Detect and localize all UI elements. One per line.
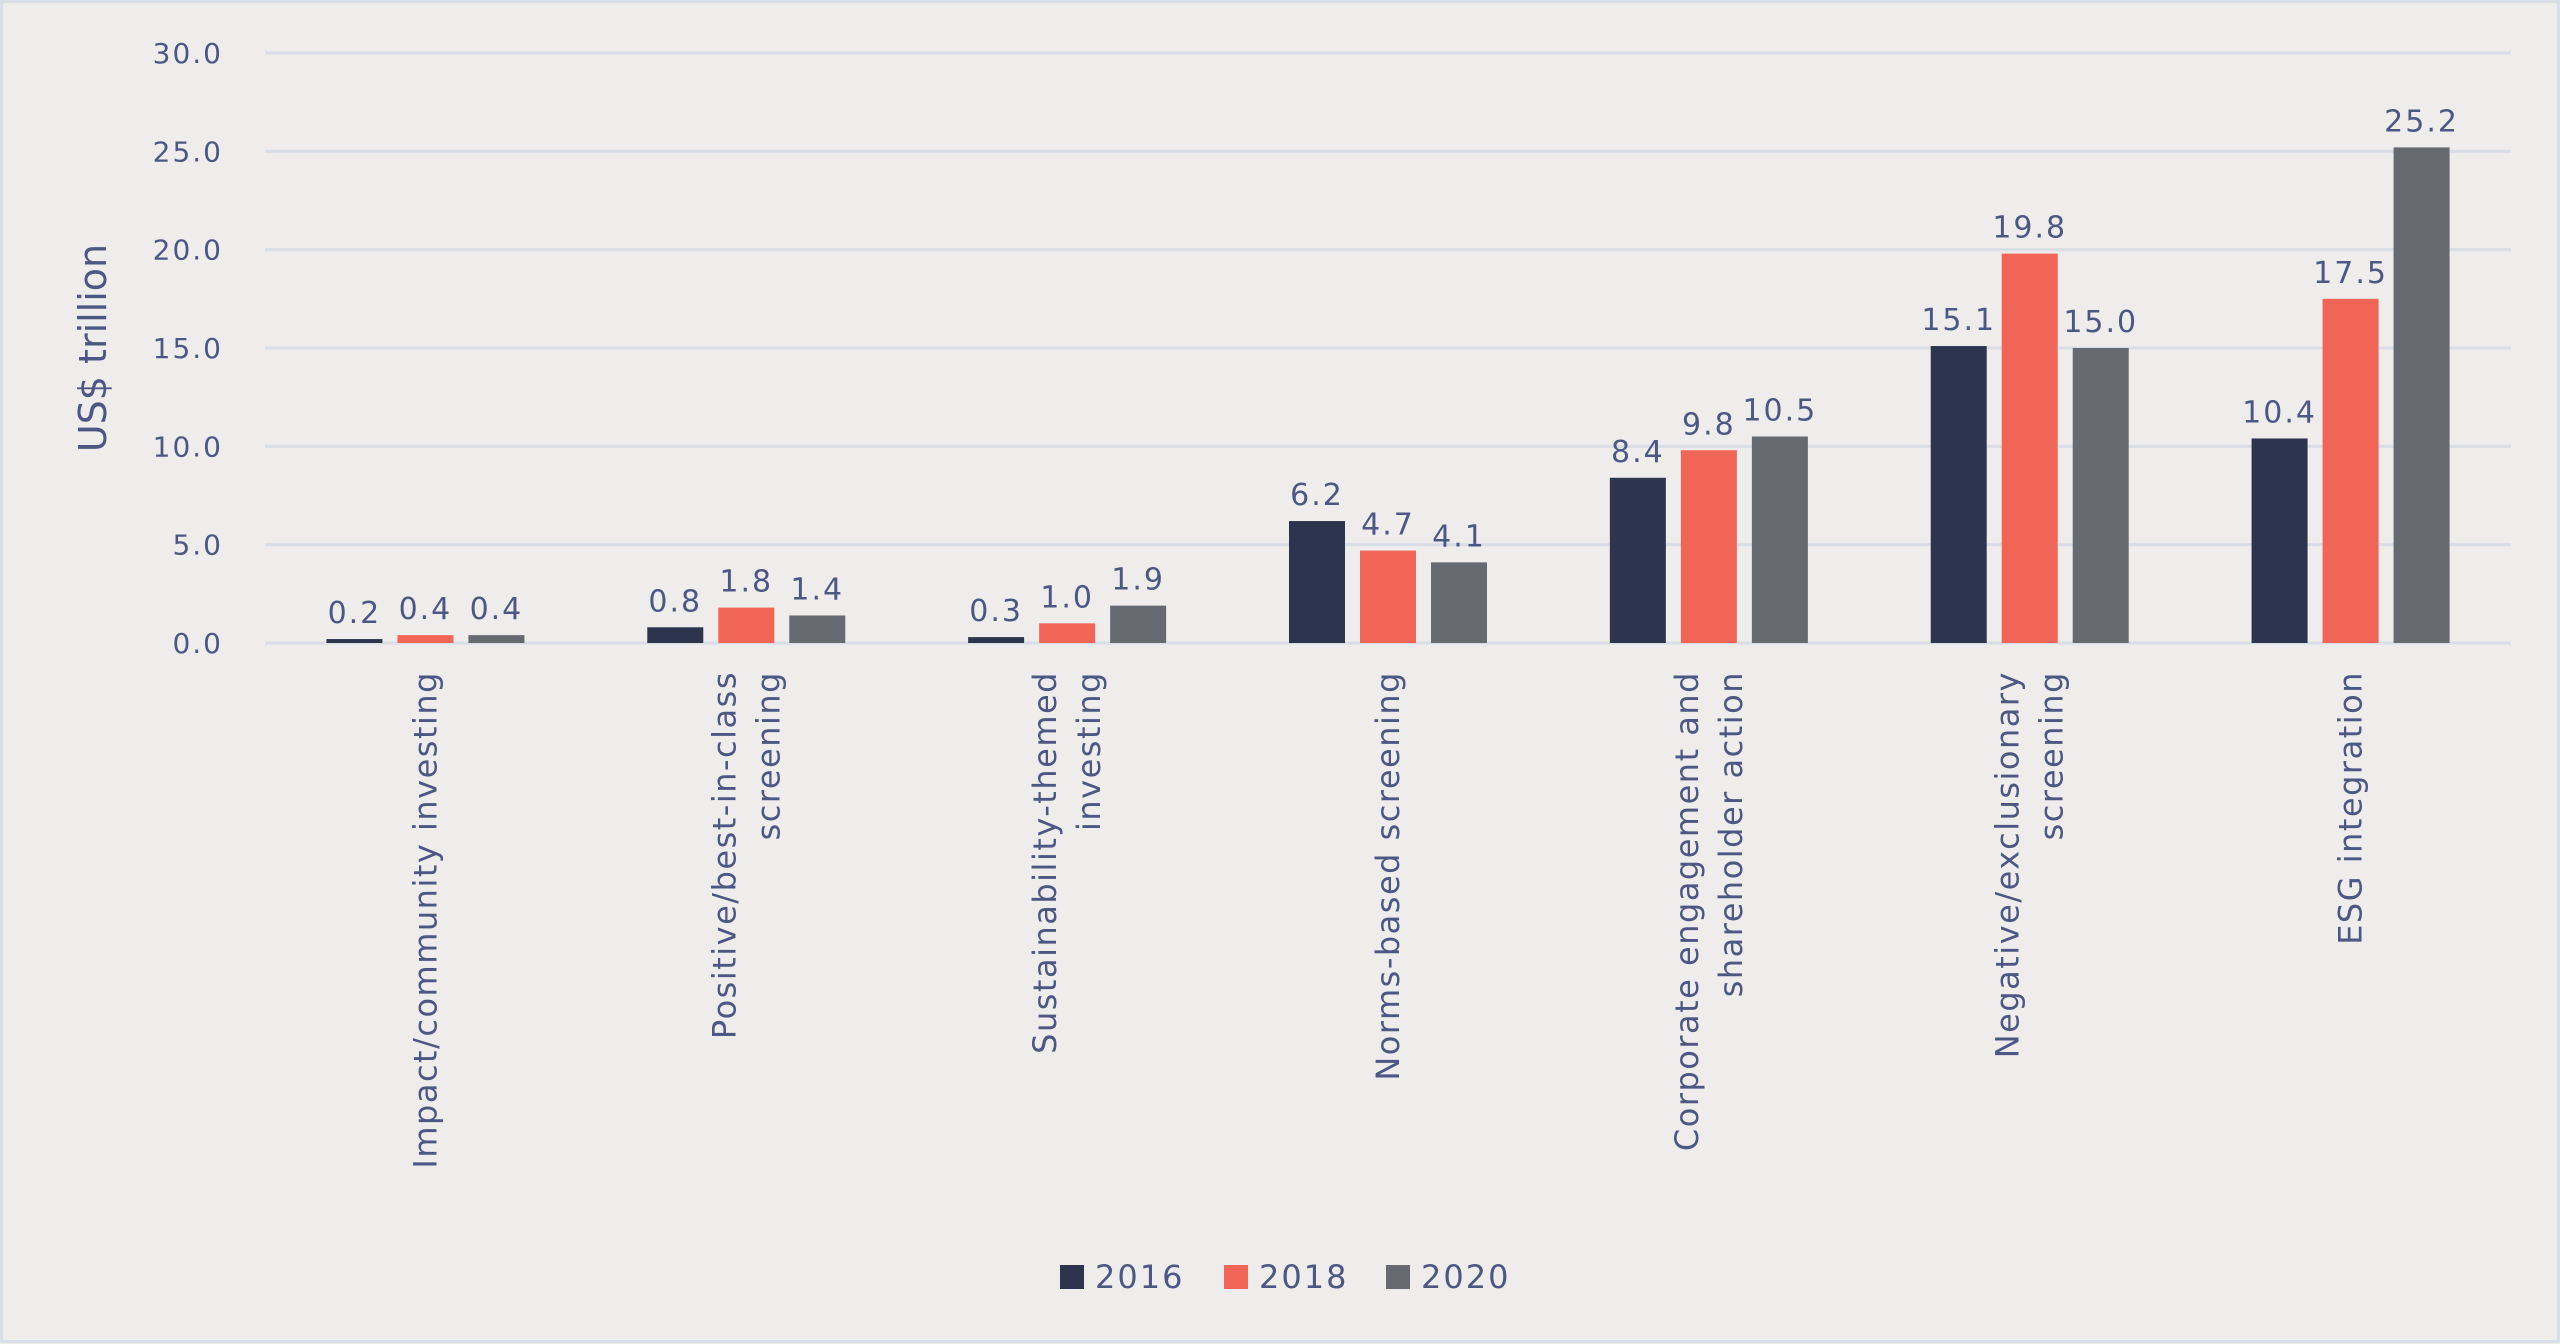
legend-swatch (1386, 1265, 1410, 1289)
y-tick-label: 15.0 (153, 332, 223, 365)
data-label: 15.0 (2063, 305, 2138, 340)
data-label: 19.8 (1992, 211, 2067, 246)
bar (1360, 550, 1416, 643)
data-label: 8.4 (1611, 435, 1665, 470)
bar (1110, 605, 1167, 643)
x-category-line: Norms-based screening (1369, 671, 1407, 1081)
bar (1609, 477, 1666, 643)
data-label: 1.9 (1111, 563, 1165, 598)
bar (789, 615, 846, 643)
data-label: 10.5 (1742, 394, 1817, 429)
legend-label: 2016 (1095, 1258, 1184, 1296)
y-tick-label: 0.0 (172, 627, 223, 660)
data-label: 6.2 (1290, 478, 1344, 513)
bar (1289, 521, 1345, 643)
bar (2251, 438, 2308, 643)
bar (468, 635, 525, 643)
legend-label: 2020 (1421, 1258, 1510, 1296)
data-label: 17.5 (2313, 256, 2388, 291)
esg-bar-chart: 0.05.010.015.020.025.030.0 US$ trillion … (71, 37, 2511, 1296)
data-label: 0.8 (648, 584, 702, 619)
x-category-line: screening (2033, 671, 2071, 840)
bar (1751, 436, 1808, 643)
x-category-label: ESG integration (2332, 671, 2370, 945)
bar (968, 637, 1025, 643)
x-category-label: Positive/best-in-class screening (705, 671, 787, 1039)
bar (397, 635, 454, 643)
bar (1930, 346, 1987, 643)
data-label: 15.1 (1921, 303, 1996, 338)
bar (718, 607, 775, 643)
data-label: 0.3 (969, 594, 1023, 629)
x-category-line: Positive/best-in-class (705, 671, 743, 1039)
x-category-line: Sustainability-themed (1026, 671, 1064, 1054)
data-label: 1.0 (1040, 580, 1094, 615)
x-category-line: Impact/community investing (406, 671, 444, 1169)
x-category-line: ESG integration (2332, 671, 2370, 945)
bar (2393, 147, 2450, 643)
x-category-label: Impact/community investing (406, 671, 444, 1169)
bar (2322, 298, 2379, 643)
bar (1431, 562, 1487, 643)
x-category-label: Norms-based screening (1369, 671, 1407, 1081)
x-category-label: Corporate engagement and shareholder acti… (1668, 671, 1750, 1151)
bar (2072, 348, 2129, 643)
bar (1039, 623, 1096, 643)
data-label: 4.7 (1361, 508, 1415, 543)
y-tick-label: 10.0 (153, 430, 223, 463)
x-category-line: investing (1070, 671, 1108, 831)
gridlines (265, 51, 2511, 645)
data-label: 1.8 (719, 565, 773, 600)
y-axis-label: US$ trillion (71, 244, 115, 452)
bars (326, 147, 2450, 643)
bar (2001, 253, 2058, 643)
bar (647, 627, 704, 643)
x-category-label: Negative/exclusionary screening (1989, 671, 2071, 1058)
bar (1680, 450, 1737, 643)
legend: 2016 2018 2020 (1060, 1258, 1510, 1296)
data-label: 10.4 (2242, 395, 2317, 430)
data-label: 0.2 (328, 596, 382, 631)
y-tick-label: 30.0 (153, 37, 223, 70)
x-category-line: shareholder action (1712, 671, 1750, 997)
legend-swatch (1060, 1265, 1084, 1289)
data-label: 9.8 (1682, 407, 1736, 442)
x-category-line: Negative/exclusionary (1989, 671, 2027, 1058)
data-label: 0.4 (470, 592, 524, 627)
y-tick-label: 20.0 (153, 234, 223, 267)
y-tick-label: 25.0 (153, 135, 223, 168)
x-category-label: Sustainability-themed investing (1026, 671, 1108, 1054)
data-label: 4.1 (1432, 519, 1486, 554)
data-label: 0.4 (399, 592, 453, 627)
x-category-line: Corporate engagement and (1668, 671, 1706, 1151)
bar (326, 639, 383, 643)
y-axis-ticks: 0.0 5.0 10.0 15.0 20.0 25.0 30.0 (153, 37, 223, 660)
x-category-line: screening (749, 671, 787, 840)
data-label: 1.4 (790, 572, 844, 607)
data-label: 25.2 (2384, 104, 2459, 139)
x-axis-categories: Impact/community investing Positive/best-… (406, 671, 2369, 1169)
legend-swatch (1224, 1265, 1248, 1289)
data-labels: 0.2 0.4 0.4 0.8 1.8 1.4 0.3 1.0 1.9 6.2 4.7 4.1 8.4 9… (328, 104, 2459, 631)
legend-label: 2018 (1259, 1258, 1348, 1296)
y-tick-label: 5.0 (172, 529, 223, 562)
